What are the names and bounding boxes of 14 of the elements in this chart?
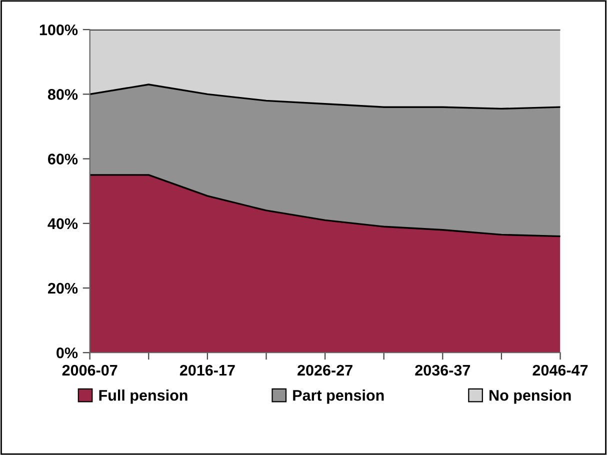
- x-tick-label: 2016-17: [180, 364, 235, 376]
- y-tick-label: 20%: [48, 282, 78, 294]
- y-tick-label: 40%: [48, 218, 78, 230]
- x-tick-label: 2026-27: [298, 364, 352, 376]
- legend-label: Full pension: [99, 390, 188, 404]
- x-tick-label: 2036-37: [415, 364, 470, 376]
- y-tick-label: 60%: [48, 154, 78, 164]
- y-tick-label: 0%: [56, 347, 78, 358]
- y-tick-label: 80%: [48, 89, 78, 100]
- x-tick-label: 2006-07: [62, 364, 118, 376]
- legend-label: Part pension: [293, 390, 384, 404]
- legend-label: No pension: [490, 390, 571, 404]
- y-tick-label: 100%: [40, 24, 78, 36]
- x-tick-label: 2046-47: [532, 364, 588, 376]
